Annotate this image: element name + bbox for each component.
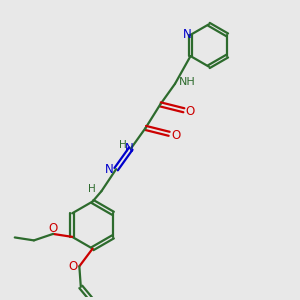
Text: O: O — [48, 222, 58, 235]
Text: H: H — [88, 184, 96, 194]
Text: N: N — [105, 163, 114, 176]
Text: NH: NH — [179, 77, 196, 87]
Text: N: N — [183, 28, 191, 41]
Text: H: H — [119, 140, 127, 150]
Text: O: O — [68, 260, 77, 273]
Text: O: O — [186, 105, 195, 118]
Text: O: O — [171, 129, 180, 142]
Text: N: N — [125, 142, 134, 155]
